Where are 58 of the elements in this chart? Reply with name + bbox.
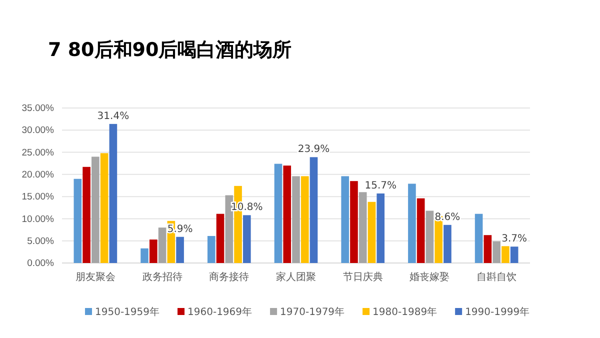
legend-label: 1960-1969年 <box>188 306 252 318</box>
x-tick-label: 政务招待 <box>142 271 182 284</box>
data-label: 8.6% <box>434 212 460 223</box>
y-tick-label: 25.00% <box>22 147 55 158</box>
legend-label: 1970-1979年 <box>280 306 345 318</box>
y-tick-label: 20.00% <box>22 169 55 180</box>
bar <box>341 176 350 263</box>
x-tick-label: 家人团聚 <box>276 271 316 284</box>
bar <box>150 240 158 263</box>
y-tick-label: 30.00% <box>22 125 55 136</box>
bar <box>416 198 425 263</box>
bar <box>176 236 184 263</box>
bar <box>140 248 148 263</box>
bar <box>484 235 492 263</box>
bar <box>368 202 376 263</box>
y-tick-label: 35.00% <box>22 103 55 114</box>
bar <box>510 246 518 263</box>
x-tick-label: 节日庆典 <box>342 271 383 284</box>
y-tick-label: 0.00% <box>27 258 55 270</box>
y-tick-label: 15.00% <box>22 192 55 203</box>
legend-label: 1990-1999年 <box>465 306 530 318</box>
bar <box>207 236 216 263</box>
bar <box>426 210 434 263</box>
data-label: 15.7% <box>364 180 397 192</box>
bar <box>283 166 292 263</box>
bar <box>350 181 358 263</box>
chart-title: 7 80后和90后喝白酒的场所 <box>48 39 292 61</box>
bar <box>92 156 100 263</box>
data-label: 3.7% <box>502 234 528 245</box>
bar <box>358 192 367 263</box>
bar <box>408 184 416 263</box>
x-tick-label: 自斟自饮 <box>476 271 517 284</box>
bar <box>216 214 224 263</box>
bar <box>310 157 318 263</box>
bar <box>274 164 282 263</box>
data-label: 23.9% <box>298 144 330 156</box>
bar <box>502 246 510 263</box>
bar <box>474 214 483 263</box>
bar <box>444 224 452 263</box>
bar <box>74 178 82 263</box>
legend-label: 1980-1989年 <box>372 306 438 318</box>
y-tick-label: 10.00% <box>22 214 55 225</box>
bar <box>376 193 385 263</box>
y-tick-label: 5.00% <box>27 236 55 247</box>
bar <box>225 195 234 263</box>
bar <box>292 176 300 263</box>
x-tick-label: 婚丧嫁娶 <box>410 271 450 284</box>
bar <box>109 124 118 263</box>
data-label: 31.4% <box>97 110 130 122</box>
bar <box>492 241 500 263</box>
bar <box>100 153 108 263</box>
bar <box>158 228 166 263</box>
bar <box>82 166 90 263</box>
legend-label: 1950-1959年 <box>95 306 160 318</box>
bar <box>242 215 251 263</box>
x-tick-label: 朋友聚会 <box>75 271 116 284</box>
x-tick-label: 商务接待 <box>209 271 250 284</box>
bar <box>300 176 309 263</box>
